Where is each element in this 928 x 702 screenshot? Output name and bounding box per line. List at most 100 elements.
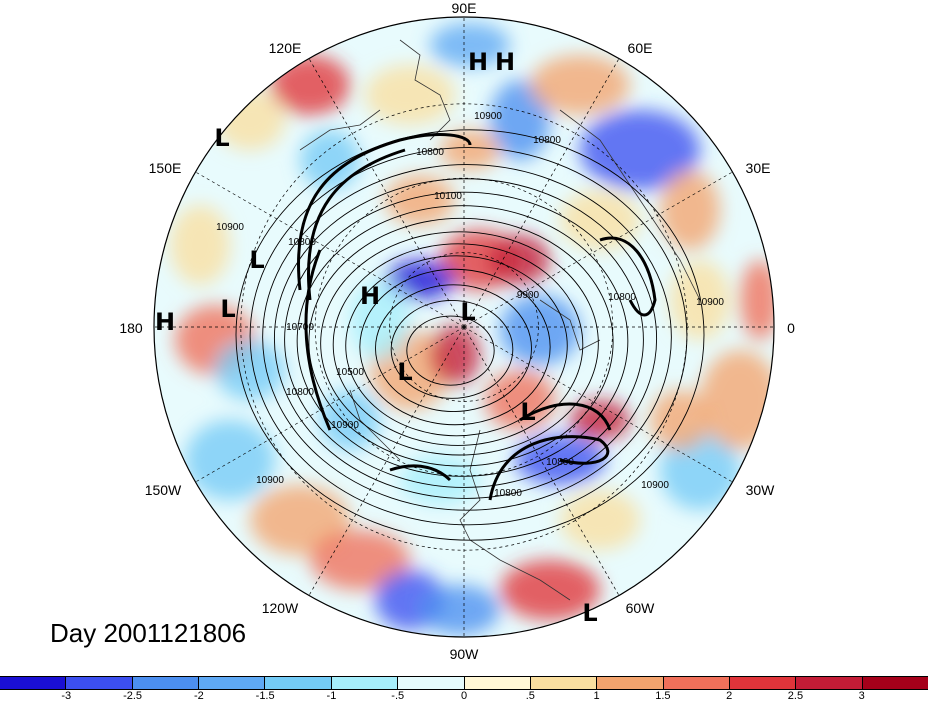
contour-label: 9900 <box>517 290 540 301</box>
contour-label: 10900 <box>216 222 244 233</box>
colorbar-tick-label: -1.5 <box>255 690 275 702</box>
anomaly-patch <box>270 55 350 115</box>
height-contour <box>273 178 658 499</box>
meridian-line <box>195 171 465 328</box>
anomaly-blobs <box>170 23 774 635</box>
colorbar-tick-label: 0 <box>460 690 468 702</box>
contour-label: 10800 <box>608 292 636 303</box>
height-contour <box>284 191 644 488</box>
anomaly-patch <box>500 295 580 365</box>
contour-label: 10800 <box>494 488 522 499</box>
meridian-line <box>463 171 733 328</box>
low-pressure-marker: L <box>220 295 235 323</box>
longitude-label: 0 <box>787 320 795 336</box>
coastline <box>399 39 451 141</box>
contour-label: 10100 <box>434 191 462 202</box>
high-pressure-marker: H <box>155 308 175 336</box>
map-title: Day 2001121806 <box>50 618 247 648</box>
colorbar-tick-label: -3 <box>61 690 72 702</box>
colorbar-tick-label: -1 <box>326 690 337 702</box>
longitude-label: 60E <box>628 40 653 56</box>
contour-label: 10900 <box>474 111 502 122</box>
jet-isotach <box>297 133 472 291</box>
colorbar-labels: -3 -2.5 -2 -1.5 -1 -.5 0 .5 1 1.5 2 2.5 3 <box>0 690 928 702</box>
height-contour <box>406 315 495 386</box>
height-contour <box>296 205 629 477</box>
low-pressure-marker: L <box>397 358 412 386</box>
low-pressure-marker: L <box>249 246 264 274</box>
height-contour <box>235 129 705 541</box>
anomaly-patch <box>560 190 640 250</box>
colorbar-segment <box>331 677 399 689</box>
longitude-label: 150E <box>149 160 182 176</box>
coastline <box>559 109 701 301</box>
anomaly-patch <box>650 390 710 450</box>
height-contour <box>345 255 568 437</box>
anomaly-patch <box>490 235 550 285</box>
colorbar-tick-label: 3 <box>858 690 865 702</box>
anomaly-patch <box>400 455 480 505</box>
coastline <box>459 429 571 601</box>
contour-label: 10900 <box>256 475 284 486</box>
anomaly-patch <box>215 340 285 400</box>
anomaly-field <box>154 17 774 637</box>
longitude-label: 90W <box>450 646 480 662</box>
contour-label: 10800 <box>546 457 574 468</box>
longitude-label: 120E <box>269 40 302 56</box>
coastline <box>299 109 381 151</box>
jet-isotach <box>389 464 452 482</box>
anomaly-patch <box>530 55 630 115</box>
anomaly-patch <box>250 485 350 555</box>
anomaly-patch <box>430 23 510 67</box>
anomaly-patch <box>570 400 630 440</box>
high-pressure-marker: H <box>495 48 515 76</box>
jet-isotach <box>599 236 657 317</box>
colorbar <box>0 676 928 690</box>
anomaly-patch <box>185 420 275 500</box>
contour-label: 10900 <box>641 480 669 491</box>
height-contours <box>235 129 705 541</box>
anomaly-patch <box>320 390 380 450</box>
colorbar-tick-label: -.5 <box>391 690 405 702</box>
colorbar-segment <box>398 677 465 689</box>
anomaly-patch <box>440 130 500 170</box>
colorbar-segment <box>597 677 664 689</box>
colorbar-segment <box>66 677 133 689</box>
colorbar-segment <box>0 677 67 689</box>
colorbar-segment <box>464 677 531 689</box>
height-contour <box>390 299 514 399</box>
colorbar-segment <box>530 677 598 689</box>
jet-isotach <box>519 402 612 431</box>
colorbar-segment <box>265 677 332 689</box>
height-contour <box>262 164 672 511</box>
anomaly-patch <box>170 205 230 285</box>
colorbar-segment <box>862 677 928 689</box>
contour-label: 10500 <box>336 367 364 378</box>
height-contour <box>375 284 532 413</box>
contour-label: 10800 <box>533 135 561 146</box>
colorbar-tick-label: .5 <box>525 690 535 702</box>
anomaly-patch <box>430 325 480 385</box>
colorbar-tick-label: 1 <box>593 690 600 702</box>
anomaly-patch <box>365 65 455 125</box>
graticule <box>154 17 774 637</box>
longitude-label: 30E <box>746 160 771 176</box>
high-pressure-marker: H <box>468 48 488 76</box>
contour-label: 10800 <box>288 237 316 248</box>
anomaly-patch <box>560 490 640 550</box>
longitude-label: 30W <box>746 482 776 498</box>
longitude-label: 150W <box>145 482 182 498</box>
colorbar-segment <box>796 677 863 689</box>
colorbar-tick-label: 2.5 <box>787 690 804 702</box>
longitude-label: 120W <box>262 600 299 616</box>
anomaly-patch <box>385 260 455 300</box>
height-contour <box>359 268 551 426</box>
meridian-line <box>195 326 465 483</box>
meridian-line <box>308 326 465 596</box>
height-contour <box>320 231 599 456</box>
anomaly-patch <box>500 560 600 620</box>
contour-label: 10800 <box>286 387 314 398</box>
anomaly-patch <box>350 280 410 360</box>
longitude-label: 180 <box>119 320 143 336</box>
